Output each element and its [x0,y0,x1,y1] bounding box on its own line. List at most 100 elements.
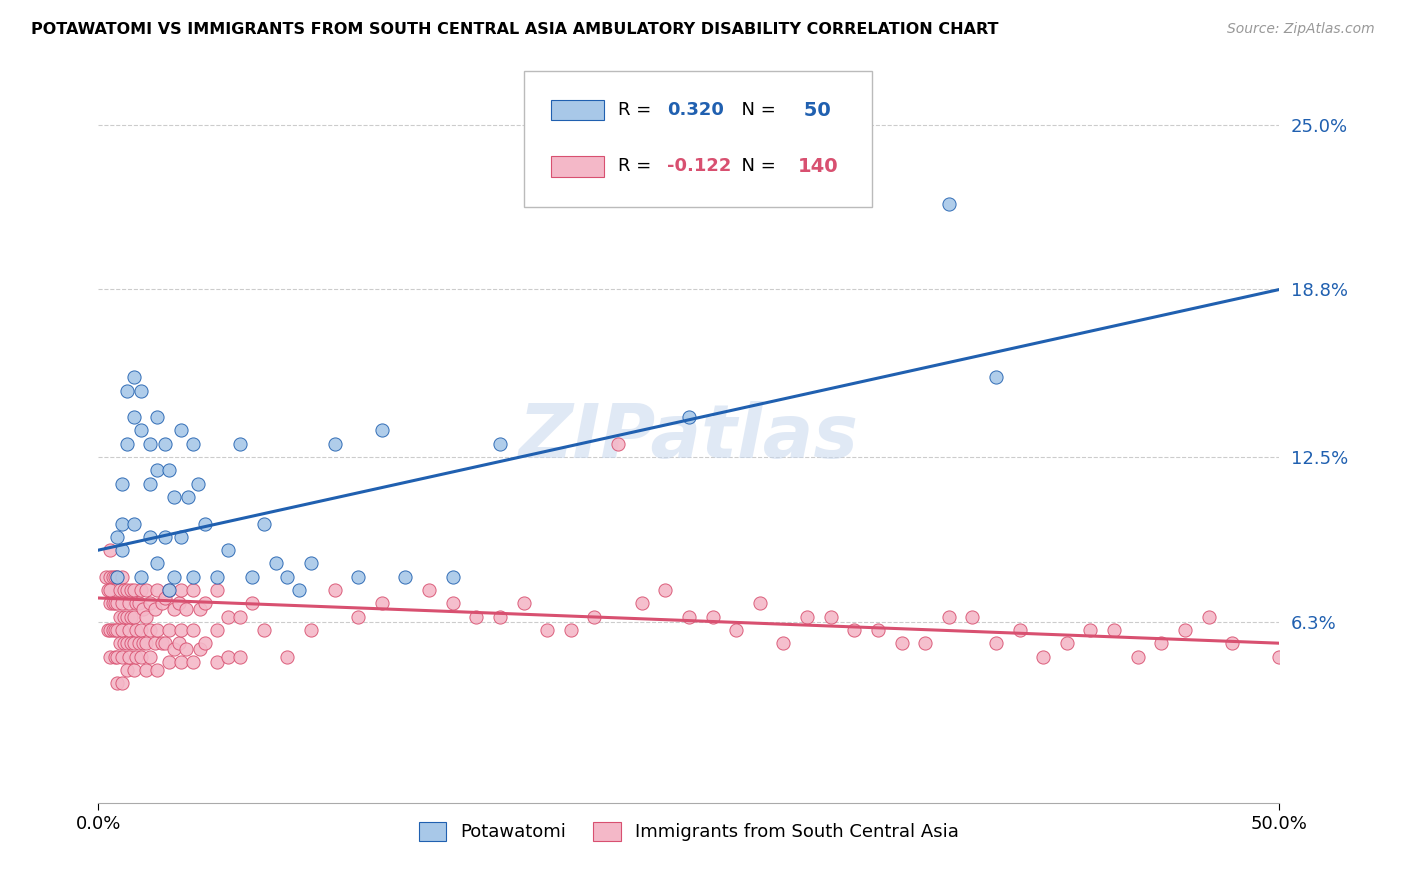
Point [702,609,724,624]
Point [146,463,169,477]
Point [112,636,135,650]
Point [489,436,512,450]
Point [181,570,204,584]
Point [108,582,131,597]
Point [129,570,152,584]
Point [1174,623,1197,637]
Point [174,641,197,656]
Point [962,609,984,624]
Text: 50: 50 [797,101,831,120]
Point [129,424,152,438]
Point [217,543,239,558]
Point [129,384,152,398]
Point [394,570,416,584]
Point [607,436,630,450]
Text: 140: 140 [797,157,838,176]
Point [111,543,134,558]
Point [725,623,748,637]
Point [157,623,180,637]
Point [111,570,134,584]
Point [177,490,200,504]
Point [630,596,652,610]
Point [115,609,138,624]
Point [125,623,148,637]
Point [101,596,124,610]
Point [181,582,204,597]
Point [371,596,394,610]
Point [194,596,217,610]
Point [98,623,121,637]
Point [122,582,145,597]
Point [1056,636,1078,650]
Point [1126,649,1149,664]
Point [489,609,512,624]
Point [118,649,141,664]
Point [122,636,145,650]
Point [163,601,186,615]
Point [157,463,180,477]
Text: POTAWATOMI VS IMMIGRANTS FROM SOUTH CENTRAL ASIA AMBULATORY DISABILITY CORRELATI: POTAWATOMI VS IMMIGRANTS FROM SOUTH CENT… [31,22,998,37]
Point [323,582,346,597]
Point [104,596,127,610]
Point [914,636,936,650]
Point [139,623,162,637]
Point [115,582,138,597]
Point [129,582,152,597]
Point [323,436,346,450]
Point [866,623,889,637]
Legend: Potawatomi, Immigrants from South Central Asia: Potawatomi, Immigrants from South Centra… [412,814,966,848]
Point [205,655,228,669]
Point [229,436,252,450]
Point [129,649,152,664]
Point [111,649,134,664]
Point [111,596,134,610]
Point [143,601,166,615]
Point [139,596,162,610]
Text: R =: R = [617,158,657,176]
Point [146,410,169,425]
Point [170,424,193,438]
Text: R =: R = [617,101,657,120]
FancyBboxPatch shape [551,100,603,120]
Point [111,623,134,637]
Point [157,582,180,597]
Point [115,436,138,450]
Point [132,601,155,615]
Point [820,609,842,624]
Point [984,636,1007,650]
Point [217,649,239,664]
Point [105,676,128,690]
Point [94,570,117,584]
Point [163,570,186,584]
Point [276,649,298,664]
Point [205,623,228,637]
Point [1080,623,1102,637]
Point [105,649,128,664]
Text: 0.320: 0.320 [668,101,724,120]
Point [205,570,228,584]
Point [122,516,145,531]
Point [253,516,276,531]
Point [105,570,128,584]
Point [153,436,176,450]
Point [188,641,211,656]
Point [347,609,370,624]
Point [146,623,169,637]
Point [1198,609,1220,624]
Point [121,609,143,624]
Point [150,636,173,650]
Point [98,570,121,584]
Point [1032,649,1054,664]
Point [128,636,150,650]
Point [229,649,252,664]
Point [276,570,298,584]
Point [441,570,464,584]
Point [299,557,322,571]
Point [122,609,145,624]
Point [105,570,128,584]
Point [678,609,700,624]
Text: N =: N = [730,101,782,120]
Point [288,582,311,597]
Point [157,582,180,597]
Point [146,557,169,571]
